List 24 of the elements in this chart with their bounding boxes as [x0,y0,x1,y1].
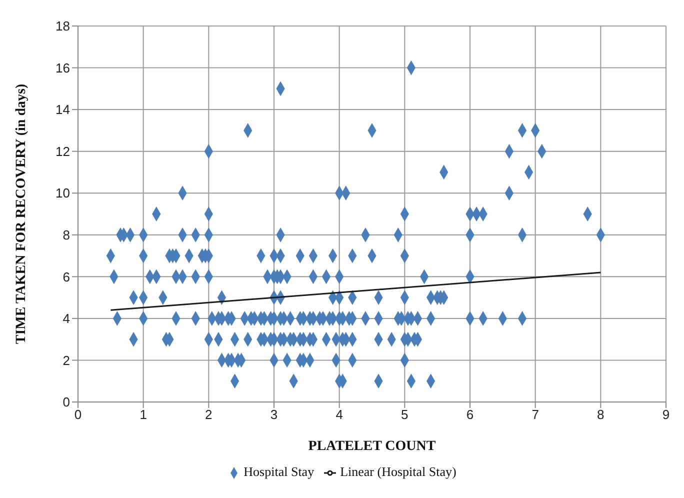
x-tick-label: 9 [662,407,670,422]
x-tick-label: 4 [336,407,343,422]
x-tick-label: 1 [140,407,147,422]
y-tick-label: 2 [62,352,70,368]
y-tick-label: 18 [56,18,70,34]
y-tick-label: 6 [62,269,70,284]
y-tick-label: 14 [56,102,70,118]
legend-label: Linear (Hospital Stay) [340,464,456,479]
x-tick-label: 5 [401,407,408,422]
y-tick-label: 0 [62,394,70,410]
x-tick-label: 3 [270,407,278,422]
y-axis-title: TIME TAKEN FOR RECOVERY (in days) [14,84,29,344]
y-tick-label: 4 [62,311,70,326]
y-tick-label: 12 [56,144,70,159]
x-tick-label: 6 [466,407,474,422]
x-tick-label: 8 [597,407,604,422]
x-axis-title: PLATELET COUNT [308,439,436,454]
y-tick-label: 16 [56,60,70,76]
legend-label: Hospital Stay [244,464,314,479]
y-tick-label: 8 [62,228,70,243]
y-tick-label: 10 [56,186,70,201]
x-tick-label: 7 [532,407,539,422]
x-tick-label: 2 [205,407,212,422]
x-tick-label: 0 [74,407,82,422]
